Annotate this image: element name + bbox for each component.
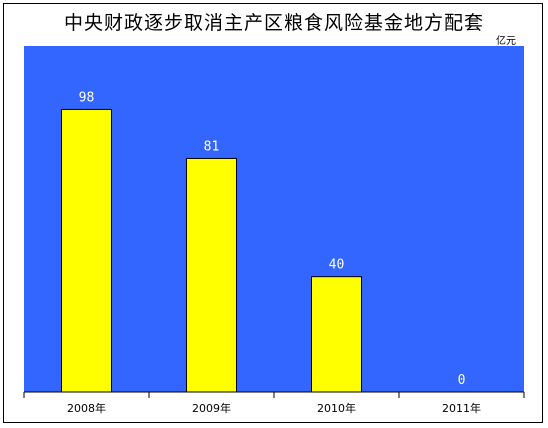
value-label: 40: [329, 258, 345, 273]
bars-layer: 98 81 40 0: [61, 90, 466, 393]
value-label: 81: [204, 139, 220, 154]
x-tick-label: 2010年: [317, 401, 356, 415]
bar-2009年: [186, 157, 237, 393]
bar-2008年: [61, 108, 112, 393]
bar-2010年: [311, 276, 362, 393]
unit-label: 亿元: [496, 36, 516, 47]
value-label: 98: [79, 90, 95, 105]
x-tick-label: 2009年: [192, 401, 231, 415]
x-tick-label: 2011年: [442, 401, 481, 415]
x-axis: 2008年 2009年 2010年 2011年: [23, 391, 525, 415]
value-label: 0: [458, 373, 466, 388]
x-tick-label: 2008年: [67, 401, 106, 415]
chart-title: 中央财政逐步取消主产区粮食风险基金地方配套: [63, 12, 484, 34]
